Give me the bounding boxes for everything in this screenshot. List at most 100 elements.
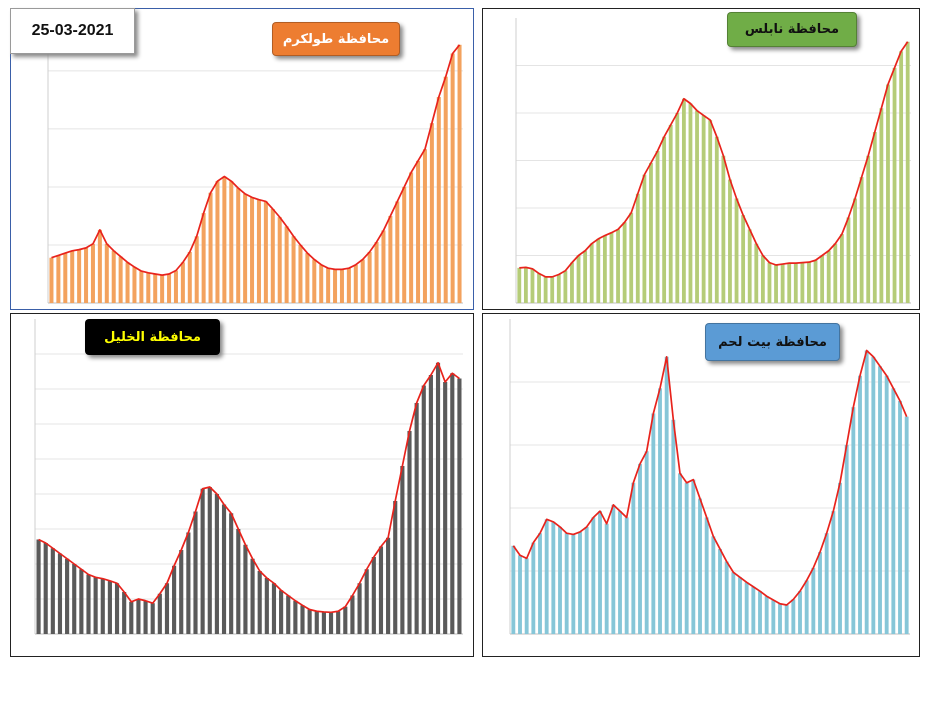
bar bbox=[899, 51, 904, 303]
bar bbox=[194, 236, 199, 303]
bar bbox=[747, 229, 752, 304]
bar bbox=[214, 494, 219, 634]
bar bbox=[784, 605, 789, 634]
chart-bethlehem bbox=[509, 319, 910, 635]
bar bbox=[270, 209, 275, 303]
bar bbox=[386, 537, 391, 634]
bar bbox=[207, 487, 212, 634]
bar bbox=[591, 517, 596, 634]
bar bbox=[257, 571, 262, 634]
bar bbox=[892, 67, 897, 304]
bar bbox=[104, 243, 109, 303]
bar bbox=[132, 267, 137, 303]
bar bbox=[708, 120, 713, 304]
bar bbox=[100, 578, 105, 634]
bar bbox=[122, 592, 127, 634]
bar bbox=[556, 274, 561, 303]
bar bbox=[179, 550, 184, 634]
bar bbox=[305, 253, 310, 303]
bar bbox=[57, 553, 63, 634]
bar bbox=[791, 599, 796, 634]
bar bbox=[800, 262, 805, 304]
bar bbox=[807, 262, 811, 303]
bar bbox=[333, 269, 338, 303]
bar bbox=[416, 160, 421, 303]
bar bbox=[878, 366, 882, 634]
bar bbox=[886, 84, 890, 303]
chart-title-hebron: محافظة الخليل bbox=[85, 319, 220, 355]
bar bbox=[378, 546, 384, 634]
bar bbox=[277, 217, 282, 303]
bar bbox=[872, 132, 877, 303]
bar bbox=[589, 243, 594, 304]
bar bbox=[898, 400, 902, 634]
bar bbox=[236, 529, 241, 634]
bar bbox=[167, 273, 172, 303]
bar bbox=[357, 583, 362, 634]
bar bbox=[350, 595, 355, 634]
chart-title-nablus: محافظة نابلس bbox=[727, 12, 857, 47]
bar bbox=[457, 378, 462, 634]
bar bbox=[208, 192, 213, 303]
bar bbox=[681, 98, 686, 303]
bar bbox=[250, 197, 255, 303]
bar bbox=[250, 558, 255, 634]
bar bbox=[263, 201, 268, 303]
bar bbox=[186, 532, 191, 634]
bar bbox=[871, 356, 876, 634]
bar bbox=[524, 558, 529, 634]
bar bbox=[314, 611, 319, 634]
bar bbox=[271, 583, 277, 634]
bar bbox=[684, 482, 689, 634]
bar bbox=[734, 198, 739, 303]
bar bbox=[443, 76, 448, 304]
bar bbox=[312, 259, 317, 303]
trend-line bbox=[512, 349, 908, 606]
bar bbox=[563, 270, 568, 303]
bar bbox=[866, 155, 871, 303]
bar bbox=[798, 591, 802, 634]
bar bbox=[279, 590, 284, 634]
bar bbox=[407, 431, 412, 634]
bar bbox=[764, 596, 769, 634]
bar bbox=[751, 586, 756, 634]
bar bbox=[143, 600, 148, 634]
bar bbox=[93, 577, 98, 634]
bar bbox=[293, 600, 298, 634]
bar bbox=[604, 523, 609, 634]
bar bbox=[793, 263, 798, 303]
bar bbox=[644, 451, 649, 634]
bar bbox=[523, 267, 528, 304]
bar bbox=[150, 603, 155, 634]
bar bbox=[215, 181, 220, 303]
bar bbox=[638, 463, 642, 634]
bar bbox=[346, 268, 351, 303]
bar bbox=[157, 593, 162, 634]
bar bbox=[596, 238, 601, 304]
bar bbox=[833, 243, 838, 304]
bar bbox=[826, 250, 831, 303]
bar bbox=[642, 174, 647, 303]
bar bbox=[718, 548, 722, 634]
bar bbox=[307, 609, 312, 634]
bar bbox=[395, 201, 400, 303]
bar bbox=[435, 362, 441, 634]
bar bbox=[339, 269, 344, 303]
bar bbox=[173, 270, 178, 303]
trend-line bbox=[519, 41, 909, 278]
bar bbox=[160, 275, 165, 303]
bar bbox=[422, 149, 427, 303]
bar bbox=[414, 403, 419, 634]
bar bbox=[511, 545, 516, 634]
bar bbox=[631, 482, 636, 634]
bar bbox=[721, 155, 726, 303]
bar bbox=[84, 247, 89, 303]
bar bbox=[537, 273, 541, 303]
bar bbox=[146, 272, 151, 303]
bar bbox=[107, 580, 112, 634]
bar bbox=[602, 235, 607, 303]
bar bbox=[701, 115, 706, 304]
report-date: 25-03-2021 bbox=[10, 8, 135, 54]
bar bbox=[904, 416, 909, 634]
